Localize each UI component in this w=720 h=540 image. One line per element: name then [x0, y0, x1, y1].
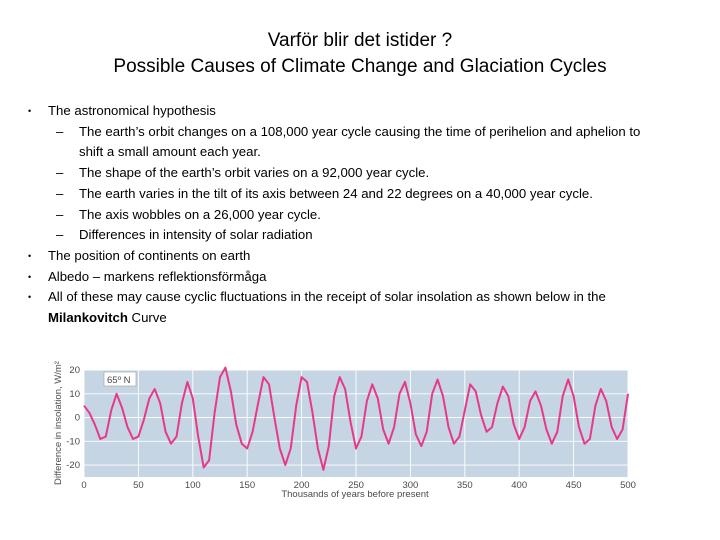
x-tick-labels: 0 50 100 150 200 250 300 350 400 450 500 [81, 480, 636, 491]
slide-title: Varför blir det istider ? Possible Cause… [0, 28, 720, 80]
x-tick-label: 50 [133, 480, 144, 491]
dash-marker: – [56, 227, 64, 243]
x-tick-label: 0 [81, 480, 86, 491]
sub-bullet-text: The shape of the earth’s orbit varies on… [79, 165, 430, 181]
grid-lines [83, 369, 629, 477]
y-tick-label: -20 [66, 460, 80, 471]
sub-bullet-orbit-shape: – The shape of the earth’s orbit varies … [28, 163, 668, 184]
bullet-marker: • [28, 106, 32, 116]
sub-bullet-text: Differences in intensity of solar radiat… [79, 227, 313, 243]
bullet-albedo: • Albedo – markens reflektionsförmåga [28, 267, 668, 288]
sub-bullet-axis-tilt: – The earth varies in the tilt of its ax… [28, 184, 668, 205]
sub-bullet-text: The earth varies in the tilt of its axis… [79, 185, 593, 201]
bullet-list: • The astronomical hypothesis – The eart… [28, 101, 668, 329]
dash-marker: – [56, 123, 64, 139]
x-tick-label: 500 [620, 480, 636, 491]
x-tick-label: 350 [457, 480, 473, 491]
milankovitch-term: Milankovitch [48, 310, 128, 326]
sub-bullet-axis-wobble: – The axis wobbles on a 26,000 year cycl… [28, 205, 668, 226]
bullet-text: The astronomical hypothesis [48, 103, 216, 118]
sub-bullet-text: The earth’s orbit changes on a 108,000 y… [79, 123, 641, 160]
bullet-text: Albedo – markens reflektionsförmåga [48, 268, 267, 284]
annotation-box [103, 371, 137, 387]
bullet-astronomical: • The astronomical hypothesis [28, 101, 668, 122]
x-tick-label: 150 [239, 480, 255, 491]
bullet-milankovitch: • All of these may cause cyclic fluctuat… [28, 287, 668, 328]
x-tick-label: 200 [294, 480, 310, 491]
sub-bullet-solar-intensity: – Differences in intensity of solar radi… [28, 225, 668, 246]
bullet-marker: • [28, 292, 32, 303]
insolation-series-line [83, 366, 629, 471]
x-axis-label: Thousands of years before present [281, 489, 429, 500]
sub-bullet-orbit-cycle: – The earth’s orbit changes on a 108,000… [28, 122, 668, 163]
bullet-text-tail: Curve [127, 310, 167, 326]
y-tick-label: 10 [69, 389, 80, 400]
title-line-english: Possible Causes of Climate Change and Gl… [113, 56, 607, 77]
dash-marker: – [56, 206, 64, 222]
y-tick-labels: 20 10 0 -10 -20 [66, 365, 80, 471]
y-tick-label: 0 [75, 413, 80, 424]
milankovitch-chart: 65º N 0 50 100 150 200 250 300 350 400 450 500 201… [53, 361, 636, 500]
dash-marker: – [56, 185, 64, 201]
sub-bullet-text: The axis wobbles on a 26,000 year cycle. [79, 206, 321, 222]
bullet-text: All of these may cause cyclic fluctuatio… [48, 289, 606, 305]
y-tick-label: 20 [69, 365, 80, 376]
annotation-label: 65º N [107, 375, 131, 386]
bullet-marker: • [28, 271, 32, 282]
x-tick-label: 450 [566, 480, 582, 491]
dash-marker: – [56, 165, 64, 181]
x-tick-label: 300 [402, 480, 418, 491]
y-axis-label: Difference in insolation, W/m² [53, 361, 64, 485]
bullet-continents: • The position of continents on earth [28, 246, 668, 267]
bullet-marker: • [28, 250, 32, 261]
title-line-swedish: Varför blir det istider ? [267, 30, 453, 51]
bullet-text: The position of continents on earth [48, 247, 251, 263]
x-tick-label: 250 [348, 480, 364, 491]
x-tick-label: 100 [185, 480, 201, 491]
x-tick-label: 400 [511, 480, 527, 491]
y-tick-label: -10 [66, 436, 80, 447]
